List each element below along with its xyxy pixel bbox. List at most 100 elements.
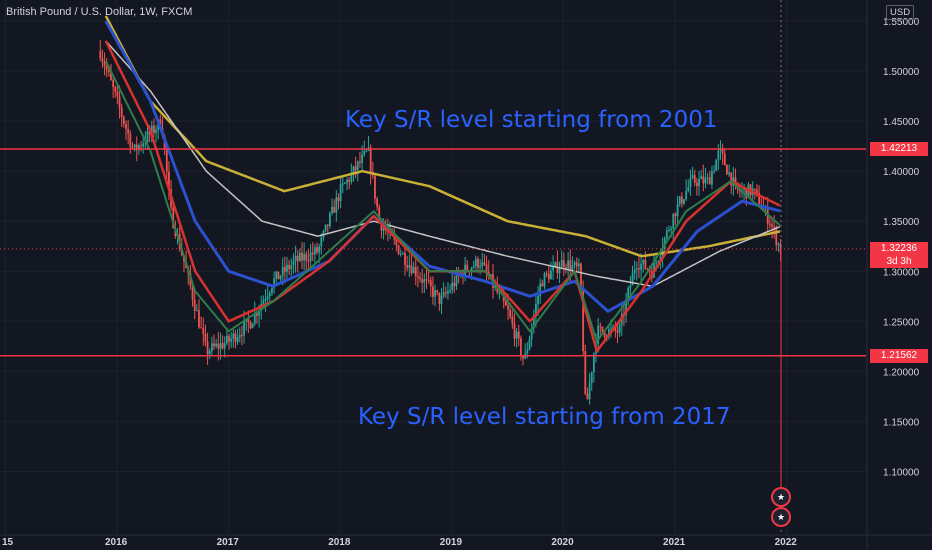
candle-body	[125, 123, 127, 130]
candle-body	[573, 262, 576, 265]
candle-body	[440, 295, 443, 305]
candle-body	[307, 260, 310, 262]
candle-body	[434, 290, 436, 297]
candle-body	[376, 198, 379, 207]
candle-body	[404, 253, 406, 266]
candle-body	[219, 343, 222, 349]
candle-body	[711, 171, 713, 185]
candle-body	[691, 175, 694, 178]
candle-body	[133, 144, 136, 148]
candle-body	[539, 283, 542, 297]
candle-body	[202, 327, 205, 334]
candle-body	[451, 282, 454, 291]
moving-average-lines	[104, 15, 781, 353]
candle-body	[399, 254, 402, 256]
candle-body	[771, 224, 773, 227]
price-tick-label: 1.50000	[883, 67, 920, 78]
candle-body	[689, 177, 692, 188]
candle-body	[629, 285, 632, 289]
candle-body	[283, 266, 286, 272]
candle-body	[320, 237, 323, 247]
candle-body	[509, 309, 512, 317]
candle-body	[432, 286, 434, 297]
candle-body	[444, 292, 447, 294]
candle-body	[590, 372, 593, 384]
candle-body	[657, 261, 660, 263]
candle-body	[195, 310, 198, 312]
bar-countdown: 3d 3h	[886, 255, 912, 267]
candle-body	[103, 61, 106, 67]
candle-body	[292, 260, 295, 266]
candle-body	[552, 265, 554, 271]
ema-blue-line	[104, 20, 781, 313]
symbol-title[interactable]: British Pound / U.S. Dollar, 1W, FXCM	[6, 6, 193, 18]
candle-body	[168, 171, 170, 190]
candle-body	[599, 325, 602, 327]
candle-body	[331, 206, 333, 214]
candle-body	[277, 271, 280, 280]
candle-body	[107, 69, 110, 73]
candle-body	[110, 72, 112, 81]
candle-body	[569, 260, 572, 271]
candle-body	[408, 265, 411, 268]
candle-body	[217, 343, 220, 349]
candle-body	[713, 170, 715, 172]
candle-body	[294, 255, 297, 261]
candle-body	[105, 66, 108, 70]
candle-body	[142, 143, 145, 147]
uk-flag-icon[interactable]: ★	[771, 487, 791, 507]
candle-body	[683, 199, 685, 204]
candle-body	[378, 206, 381, 222]
candle-body	[597, 325, 600, 345]
last-price-value: 1.32236	[880, 242, 918, 254]
candle-body	[511, 316, 514, 324]
candle-body	[208, 351, 211, 355]
candle-body	[586, 393, 589, 400]
candle-body	[316, 247, 318, 253]
candle-body	[118, 96, 121, 108]
candle-body	[148, 131, 151, 134]
candle-body	[419, 277, 421, 280]
candle-body	[251, 323, 254, 329]
candle-body	[646, 268, 649, 270]
candle-body	[281, 266, 284, 276]
candle-body	[706, 177, 709, 179]
candle-body	[756, 189, 758, 193]
candle-body	[625, 299, 627, 316]
candle-body	[193, 299, 196, 311]
candle-body	[777, 243, 780, 245]
candle-body	[333, 206, 336, 213]
candle-body	[603, 331, 606, 338]
candle-body	[704, 177, 707, 184]
candle-body	[477, 258, 479, 268]
candle-body	[153, 125, 155, 133]
candle-body	[567, 260, 570, 269]
candle-body	[644, 259, 647, 269]
candle-body	[453, 282, 456, 287]
candle-body	[610, 328, 612, 330]
candle-body	[249, 322, 252, 329]
us-flag-icon[interactable]: ★	[771, 507, 791, 527]
candle-body	[290, 265, 293, 270]
candle-body	[676, 204, 679, 217]
candle-body	[421, 279, 424, 283]
candle-body	[702, 176, 705, 184]
candle-body	[588, 383, 591, 400]
candle-body	[337, 197, 340, 202]
candle-body	[543, 273, 546, 287]
currency-badge[interactable]: USD	[886, 5, 915, 20]
candle-body	[442, 292, 445, 296]
candle-body	[715, 159, 718, 171]
candle-body	[708, 177, 711, 185]
candle-body	[618, 324, 621, 333]
candle-body	[723, 153, 726, 166]
candle-body	[395, 239, 398, 246]
candle-body	[356, 161, 359, 171]
price-tick-label: 1.10000	[883, 467, 920, 478]
candle-body	[547, 273, 550, 280]
candle-body	[638, 268, 640, 270]
candle-body	[369, 147, 372, 174]
candle-body	[273, 278, 275, 289]
candle-body	[318, 246, 321, 253]
